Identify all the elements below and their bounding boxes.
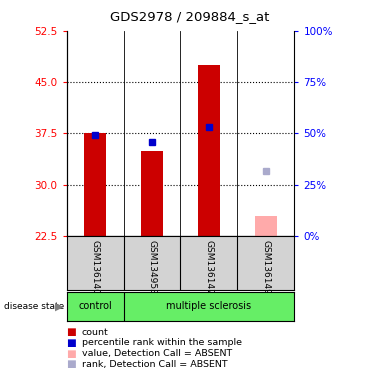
Text: disease state: disease state: [4, 302, 64, 311]
Bar: [141, 151, 163, 236]
Text: control: control: [78, 301, 112, 311]
Text: percentile rank within the sample: percentile rank within the sample: [82, 338, 242, 348]
Text: ■: ■: [66, 327, 76, 337]
Text: GSM136147: GSM136147: [204, 240, 214, 295]
Text: GSM136149: GSM136149: [261, 240, 271, 295]
Text: ■: ■: [66, 349, 76, 359]
Text: ▶: ▶: [55, 301, 63, 311]
Bar: [198, 65, 220, 236]
Text: multiple sclerosis: multiple sclerosis: [166, 301, 252, 311]
Bar: [84, 134, 106, 236]
Text: value, Detection Call = ABSENT: value, Detection Call = ABSENT: [82, 349, 232, 358]
Text: count: count: [82, 328, 108, 337]
Text: GSM134953: GSM134953: [147, 240, 157, 295]
Bar: [255, 216, 277, 236]
Text: ■: ■: [66, 338, 76, 348]
Text: GDS2978 / 209884_s_at: GDS2978 / 209884_s_at: [110, 10, 270, 23]
Text: ■: ■: [66, 359, 76, 369]
Text: rank, Detection Call = ABSENT: rank, Detection Call = ABSENT: [82, 360, 227, 369]
Text: GSM136140: GSM136140: [90, 240, 100, 295]
